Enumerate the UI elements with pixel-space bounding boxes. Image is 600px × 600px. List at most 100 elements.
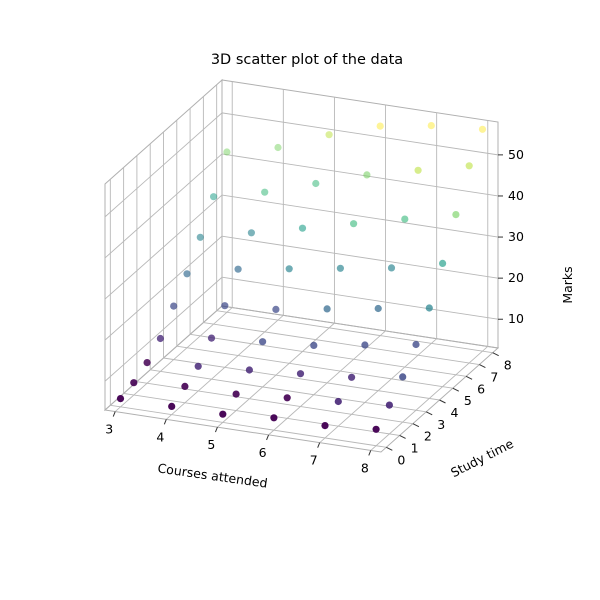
side-pane (104, 78, 223, 412)
scatter-point (219, 410, 227, 418)
scatter-point (401, 215, 409, 223)
grid-line-z (221, 112, 499, 156)
y-tick-mark (399, 435, 406, 439)
scatter-point (196, 233, 204, 241)
y-tick-mark (452, 387, 460, 392)
scatter-point (210, 193, 218, 201)
scatter-point (399, 373, 407, 381)
scatter-point (414, 166, 422, 174)
grid-line-y (150, 369, 427, 413)
x-tick-mark (112, 411, 116, 417)
y-tick-mark (425, 411, 433, 416)
scatter-point (478, 125, 487, 133)
y-tick-mark (479, 364, 486, 368)
scatter-point (374, 304, 382, 313)
scatter-point (452, 211, 460, 219)
y-tick-mark (439, 399, 446, 404)
y-tick-label: 0 (397, 452, 405, 467)
x-tick-label: 3 (105, 422, 113, 437)
scatter-point (221, 302, 229, 310)
y-tick-mark (412, 423, 420, 428)
scatter-point (207, 334, 216, 342)
scatter-point (412, 340, 420, 349)
grid-line-z (221, 194, 499, 238)
y-tick-mark (386, 446, 393, 451)
grid-line-z (104, 235, 223, 341)
scatter-point (247, 229, 255, 237)
grid-line-z (104, 112, 223, 218)
scatter-point (143, 359, 151, 367)
scatter-point (194, 362, 202, 370)
x-tick-label: 4 (156, 429, 164, 444)
grid-line-y (123, 393, 400, 436)
scatter-point (361, 341, 369, 349)
scatter-point (232, 390, 240, 398)
x-axis-label: Courses attended (157, 460, 269, 490)
x-tick-mark (368, 450, 372, 456)
x-tick-label: 5 (207, 437, 215, 452)
grid-line-z (104, 194, 223, 300)
x-tick-label: 7 (310, 453, 318, 468)
y-tick-label: 6 (477, 381, 485, 396)
y-tick-mark (465, 375, 473, 380)
scatter-point (156, 334, 164, 343)
scatter-point (181, 382, 189, 390)
scatter-point (439, 259, 447, 267)
scatter-point (325, 131, 333, 139)
x-tick-label: 8 (361, 460, 369, 475)
y-tick-label: 1 (411, 441, 419, 456)
scatter-point (321, 422, 329, 430)
scatter-point (348, 373, 356, 381)
x-tick-label: 6 (259, 445, 267, 460)
scatter-point (116, 395, 125, 403)
y-tick-label: 8 (504, 358, 512, 373)
x-tick-mark (266, 434, 270, 441)
scatter-point (296, 370, 305, 378)
y-tick-label: 4 (451, 405, 459, 420)
scatter-point (168, 402, 176, 410)
scatter-point (372, 425, 380, 433)
z-tick-label: 30 (508, 229, 524, 244)
scatter-point (376, 122, 384, 130)
z-tick-label: 20 (508, 270, 524, 285)
scatter-point (310, 341, 318, 349)
scatter-point (245, 366, 253, 374)
data-points (116, 122, 487, 433)
scatter-point (130, 379, 138, 387)
grid-line-y (176, 345, 453, 389)
x-tick-mark (214, 426, 218, 433)
scatter-point (274, 143, 282, 152)
y-tick-label: 2 (424, 429, 432, 444)
grid-line-y (110, 404, 387, 448)
grid-line-y (190, 333, 467, 377)
z-axis-label: Marks (560, 266, 575, 303)
scatter-point (427, 122, 435, 130)
grid-line-y (216, 310, 493, 354)
scatter-point (259, 338, 267, 346)
scatter-point (223, 148, 231, 156)
scatter-point (285, 265, 293, 273)
grid-line-z (104, 276, 223, 382)
scatter-point (465, 162, 473, 170)
scatter-point (425, 304, 433, 312)
scatter-point (234, 265, 242, 273)
grid-line-z (221, 235, 499, 279)
scatter-point (334, 397, 342, 406)
scatter-point (272, 305, 280, 313)
scatter-point (298, 224, 307, 232)
z-tick-label: 50 (508, 147, 524, 162)
x-tick-mark (317, 442, 321, 448)
scatter-point (363, 171, 371, 179)
scatter-point (350, 220, 358, 228)
scatter-point (323, 305, 331, 313)
scatter-point (183, 270, 191, 278)
y-tick-label: 5 (464, 393, 472, 408)
grid-line-z (104, 153, 223, 259)
y-tick-label: 3 (437, 417, 445, 432)
grid-line-z (221, 153, 499, 197)
scatter-point (385, 401, 393, 409)
grid-line-z (221, 276, 499, 320)
scatter-point (270, 414, 278, 422)
scatter-point (283, 394, 291, 402)
